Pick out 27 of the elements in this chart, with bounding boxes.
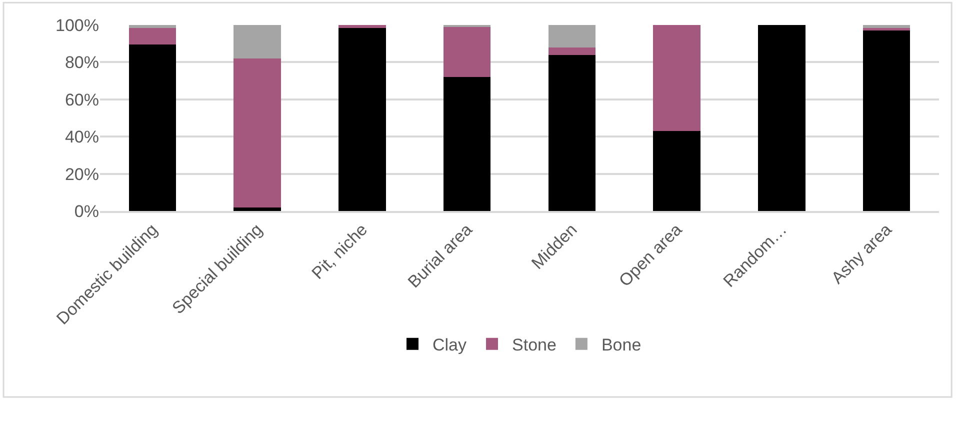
bar xyxy=(128,44,176,211)
bar xyxy=(128,25,176,28)
legend-label: Clay xyxy=(432,336,468,354)
bar xyxy=(548,54,596,211)
bar xyxy=(548,47,596,55)
bar xyxy=(653,25,700,132)
y-tick-label: 40% xyxy=(64,128,99,147)
bar xyxy=(338,25,386,28)
bar xyxy=(128,28,176,45)
bar xyxy=(443,26,491,78)
legend-label: Stone xyxy=(512,336,556,354)
y-tick-label: 0% xyxy=(74,202,99,221)
bar xyxy=(443,77,491,211)
bar xyxy=(862,25,910,28)
bar xyxy=(862,30,910,211)
bar xyxy=(234,25,281,58)
bar xyxy=(234,58,281,208)
legend-label: Bone xyxy=(601,336,642,354)
bar xyxy=(234,207,281,211)
bar xyxy=(548,25,596,48)
y-tick-label: 100% xyxy=(56,16,99,35)
y-tick-label: 80% xyxy=(64,53,99,72)
y-tick-label: 60% xyxy=(64,90,99,110)
bar xyxy=(338,28,386,211)
bar xyxy=(653,131,700,211)
bar xyxy=(758,25,806,211)
y-tick-label: 20% xyxy=(64,164,99,184)
